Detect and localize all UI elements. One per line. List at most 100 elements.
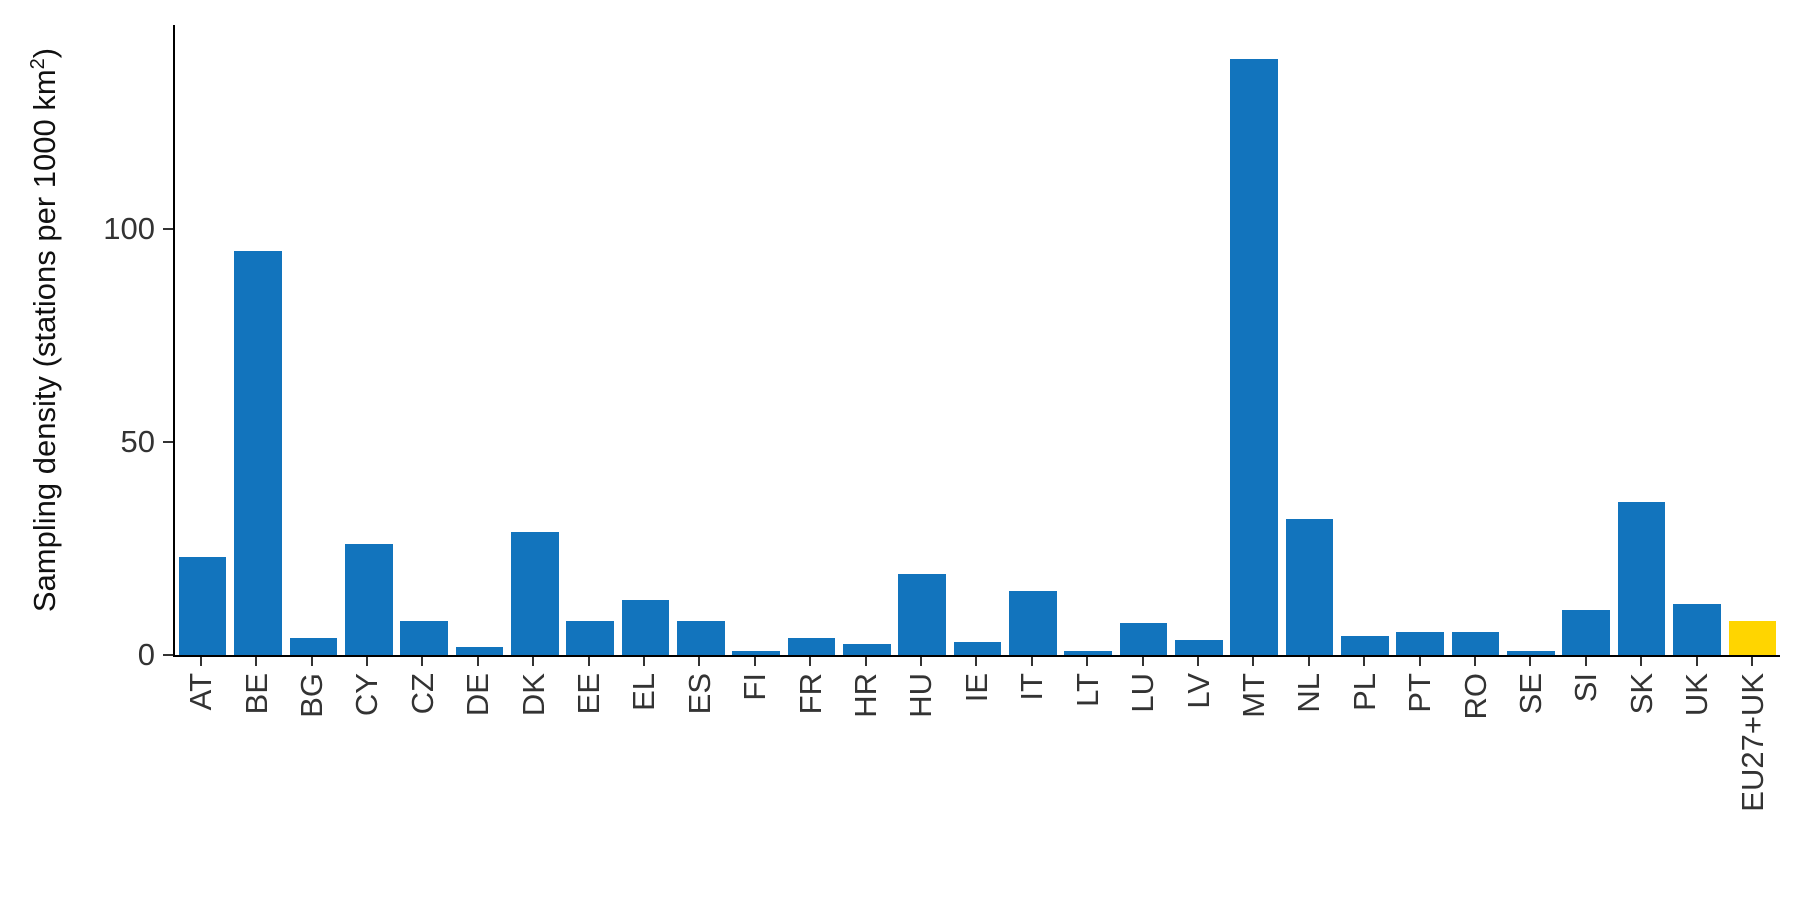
- x-label-cell-CZ: CZ: [395, 657, 450, 812]
- x-label-UK: UK: [1679, 673, 1715, 717]
- bar-UK: [1673, 603, 1721, 655]
- x-tick-mark: [1252, 657, 1255, 666]
- x-label-cell-PL: PL: [1337, 657, 1392, 812]
- x-tick-mark: [753, 657, 756, 666]
- x-label-cell-FR: FR: [782, 657, 837, 812]
- x-label-LU: LU: [1125, 673, 1161, 713]
- bar-NL: [1285, 518, 1334, 655]
- bar-SE: [1507, 650, 1555, 655]
- x-label-cell-SE: SE: [1503, 657, 1558, 812]
- x-tick-mark: [199, 657, 202, 666]
- x-label-cell-DK: DK: [505, 657, 560, 812]
- x-label-cell-IE: IE: [949, 657, 1004, 812]
- x-tick-mark: [1640, 657, 1643, 666]
- x-label-EE: EE: [571, 673, 607, 715]
- x-tick-mark: [1751, 657, 1754, 666]
- x-tick-mark: [1529, 657, 1532, 666]
- x-label-cell-SK: SK: [1614, 657, 1669, 812]
- x-label-NL: NL: [1291, 673, 1327, 713]
- bar-LT: [1064, 650, 1112, 655]
- x-label-cell-CY: CY: [339, 657, 394, 812]
- x-label-cell-BG: BG: [284, 657, 339, 812]
- y-tick-mark: [163, 654, 173, 656]
- bar-slot-PL: [1337, 25, 1392, 655]
- x-tick-mark: [864, 657, 867, 666]
- x-label-cell-LU: LU: [1115, 657, 1170, 812]
- x-label-IT: IT: [1014, 673, 1050, 701]
- bar-slot-CY: [341, 25, 396, 655]
- x-tick-mark: [1141, 657, 1144, 666]
- x-label-cell-RO: RO: [1447, 657, 1502, 812]
- bar-BG: [289, 637, 338, 655]
- x-label-PL: PL: [1346, 673, 1382, 711]
- bar-DK: [510, 531, 559, 655]
- bar-IT: [1009, 591, 1057, 655]
- x-label-cell-HU: HU: [893, 657, 948, 812]
- bar-slot-EL: [618, 25, 673, 655]
- y-tick-50: 50: [121, 424, 173, 460]
- x-label-cell-EE: EE: [561, 657, 616, 812]
- bar-slot-PT: [1393, 25, 1448, 655]
- x-label-CY: CY: [349, 673, 385, 717]
- y-tick-label: 50: [120, 424, 155, 460]
- bar-slot-LT: [1061, 25, 1116, 655]
- x-label-cell-IT: IT: [1004, 657, 1059, 812]
- y-tick-0: 0: [138, 637, 173, 673]
- x-tick-mark: [1030, 657, 1033, 666]
- bar-EE: [566, 620, 614, 655]
- bar-slot-SI: [1559, 25, 1614, 655]
- bar-HR: [843, 644, 891, 655]
- x-label-MT: MT: [1235, 673, 1271, 718]
- y-tick-label: 100: [103, 211, 155, 247]
- bar-slot-UK: [1669, 25, 1724, 655]
- bar-slot-ES: [673, 25, 728, 655]
- x-label-SK: SK: [1623, 673, 1659, 715]
- bar-MT: [1230, 59, 1278, 655]
- x-tick-mark: [476, 657, 479, 666]
- bar-slot-HR: [839, 25, 894, 655]
- x-label-cell-LT: LT: [1060, 657, 1115, 812]
- x-label-cell-PT: PT: [1392, 657, 1447, 812]
- bar-slot-BG: [286, 25, 341, 655]
- bar-FR: [787, 637, 836, 655]
- x-tick-mark: [1474, 657, 1477, 666]
- x-tick-mark: [587, 657, 590, 666]
- bar-SI: [1562, 610, 1611, 655]
- bar-slot-FI: [728, 25, 783, 655]
- bar-slot-SK: [1614, 25, 1669, 655]
- x-label-EU27+UK: EU27+UK: [1734, 673, 1770, 812]
- x-label-cell-NL: NL: [1281, 657, 1336, 812]
- x-label-SE: SE: [1512, 673, 1548, 715]
- bar-HU: [898, 574, 946, 655]
- x-label-cell-FI: FI: [727, 657, 782, 812]
- x-tick-mark: [1418, 657, 1421, 666]
- bar-slot-CZ: [396, 25, 451, 655]
- bar-slot-RO: [1448, 25, 1503, 655]
- bar-slot-FR: [784, 25, 839, 655]
- x-tick-mark: [532, 657, 535, 666]
- bar-BE: [234, 250, 282, 655]
- plot-area: [173, 25, 1780, 657]
- x-label-FI: FI: [737, 673, 773, 701]
- x-tick-mark: [698, 657, 701, 666]
- x-label-LT: LT: [1069, 673, 1105, 707]
- bar-slot-IE: [950, 25, 1005, 655]
- x-axis-labels: AT BE BG CY CZ DE DK EE EL ES FI FR HR HU IE IT LT LU LV MT…: [173, 657, 1780, 812]
- x-label-cell-AT: AT: [173, 657, 228, 812]
- x-label-cell-EL: EL: [616, 657, 671, 812]
- bar-RO: [1451, 631, 1500, 655]
- x-label-DK: DK: [515, 673, 551, 717]
- bar-FI: [732, 650, 780, 655]
- bar-slot-AT: [175, 25, 230, 655]
- bar-LV: [1175, 640, 1223, 655]
- bar-CY: [344, 544, 393, 655]
- x-tick-mark: [255, 657, 258, 666]
- x-label-cell-EU27+UK: EU27+UK: [1724, 657, 1779, 812]
- bar-EU27+UK: [1728, 620, 1777, 655]
- bar-slot-EE: [562, 25, 617, 655]
- x-label-HU: HU: [903, 673, 939, 718]
- x-label-ES: ES: [681, 673, 717, 715]
- bar-slot-HU: [894, 25, 949, 655]
- bar-PL: [1341, 635, 1389, 655]
